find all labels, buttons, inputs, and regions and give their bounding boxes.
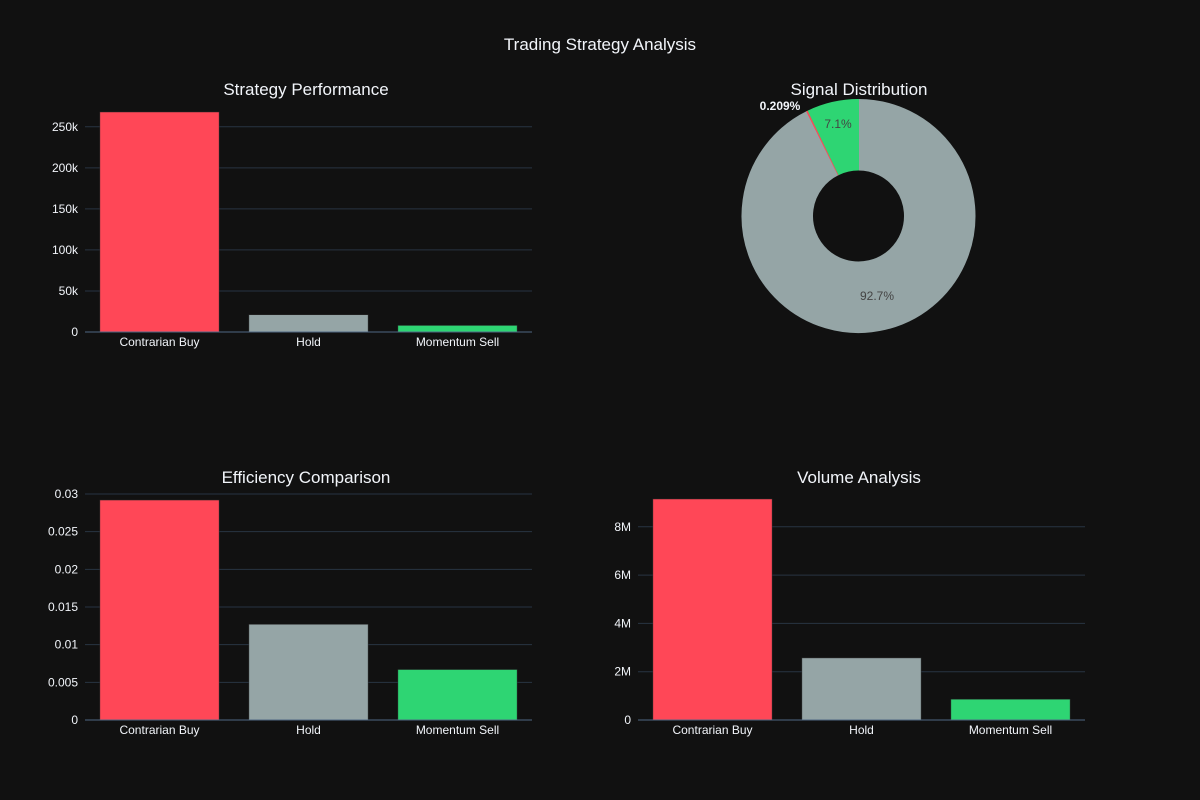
bar-momentum-sell[interactable]: [950, 698, 1071, 721]
y-tick-label: 250k: [52, 120, 79, 134]
y-tick-label: 0.015: [48, 600, 78, 614]
x-tick-label: Hold: [849, 723, 874, 737]
bar-momentum-sell[interactable]: [397, 325, 518, 333]
strategy-performance-title: Strategy Performance: [223, 80, 388, 99]
y-tick-label: 0.01: [55, 638, 79, 652]
volume-analysis-title: Volume Analysis: [797, 468, 921, 487]
volume-analysis-chart: Volume Analysis 0 2M 4M 6M 8M Contrarian Buy H…: [614, 468, 1085, 737]
y-tick-label: 0.03: [55, 487, 79, 501]
y-tick-label: 0.005: [48, 675, 78, 689]
y-tick-label: 0: [71, 713, 78, 727]
bar-contrarian-buy[interactable]: [99, 499, 220, 721]
y-tick-label: 0: [71, 325, 78, 339]
y-tick-label: 0: [624, 713, 631, 727]
x-tick-label: Momentum Sell: [416, 335, 499, 349]
x-tick-label: Momentum Sell: [969, 723, 1052, 737]
bar-hold[interactable]: [248, 624, 369, 721]
strategy-performance-chart: Strategy Performance 0 50k 100k 150k 200k 250…: [52, 80, 532, 349]
y-tick-label: 8M: [614, 520, 631, 534]
figure-title: Trading Strategy Analysis: [504, 35, 696, 54]
bar-hold[interactable]: [248, 314, 369, 333]
x-tick-label: Hold: [296, 723, 321, 737]
slice-label: 92.7%: [860, 289, 894, 303]
y-tick-label: 50k: [59, 284, 79, 298]
bar-hold[interactable]: [801, 657, 922, 721]
efficiency-comparison-title: Efficiency Comparison: [222, 468, 391, 487]
signal-distribution-chart: Signal Distribution 92.7% 0.209% 7.1%: [741, 80, 976, 333]
y-tick-label: 2M: [614, 665, 631, 679]
x-tick-label: Hold: [296, 335, 321, 349]
y-tick-label: 0.025: [48, 525, 78, 539]
x-tick-label: Contrarian Buy: [119, 723, 199, 737]
y-tick-label: 150k: [52, 202, 79, 216]
efficiency-comparison-chart: Efficiency Comparison 0 0.005 0.01 0.015 0.0…: [48, 468, 532, 737]
bar-contrarian-buy[interactable]: [99, 111, 220, 333]
y-tick-label: 6M: [614, 568, 631, 582]
y-tick-label: 200k: [52, 161, 79, 175]
y-tick-label: 100k: [52, 243, 79, 257]
x-tick-label: Momentum Sell: [416, 723, 499, 737]
y-tick-label: 4M: [614, 616, 631, 630]
y-tick-label: 0.02: [55, 562, 79, 576]
x-tick-label: Contrarian Buy: [119, 335, 199, 349]
x-tick-label: Contrarian Buy: [672, 723, 752, 737]
signal-distribution-title: Signal Distribution: [790, 80, 927, 99]
slice-momentum-sell[interactable]: [807, 98, 859, 176]
slice-label: 7.1%: [824, 117, 852, 131]
bar-momentum-sell[interactable]: [397, 669, 518, 721]
bar-contrarian-buy[interactable]: [652, 498, 773, 721]
slice-hold[interactable]: [741, 98, 976, 333]
slice-label: 0.209%: [760, 99, 801, 113]
